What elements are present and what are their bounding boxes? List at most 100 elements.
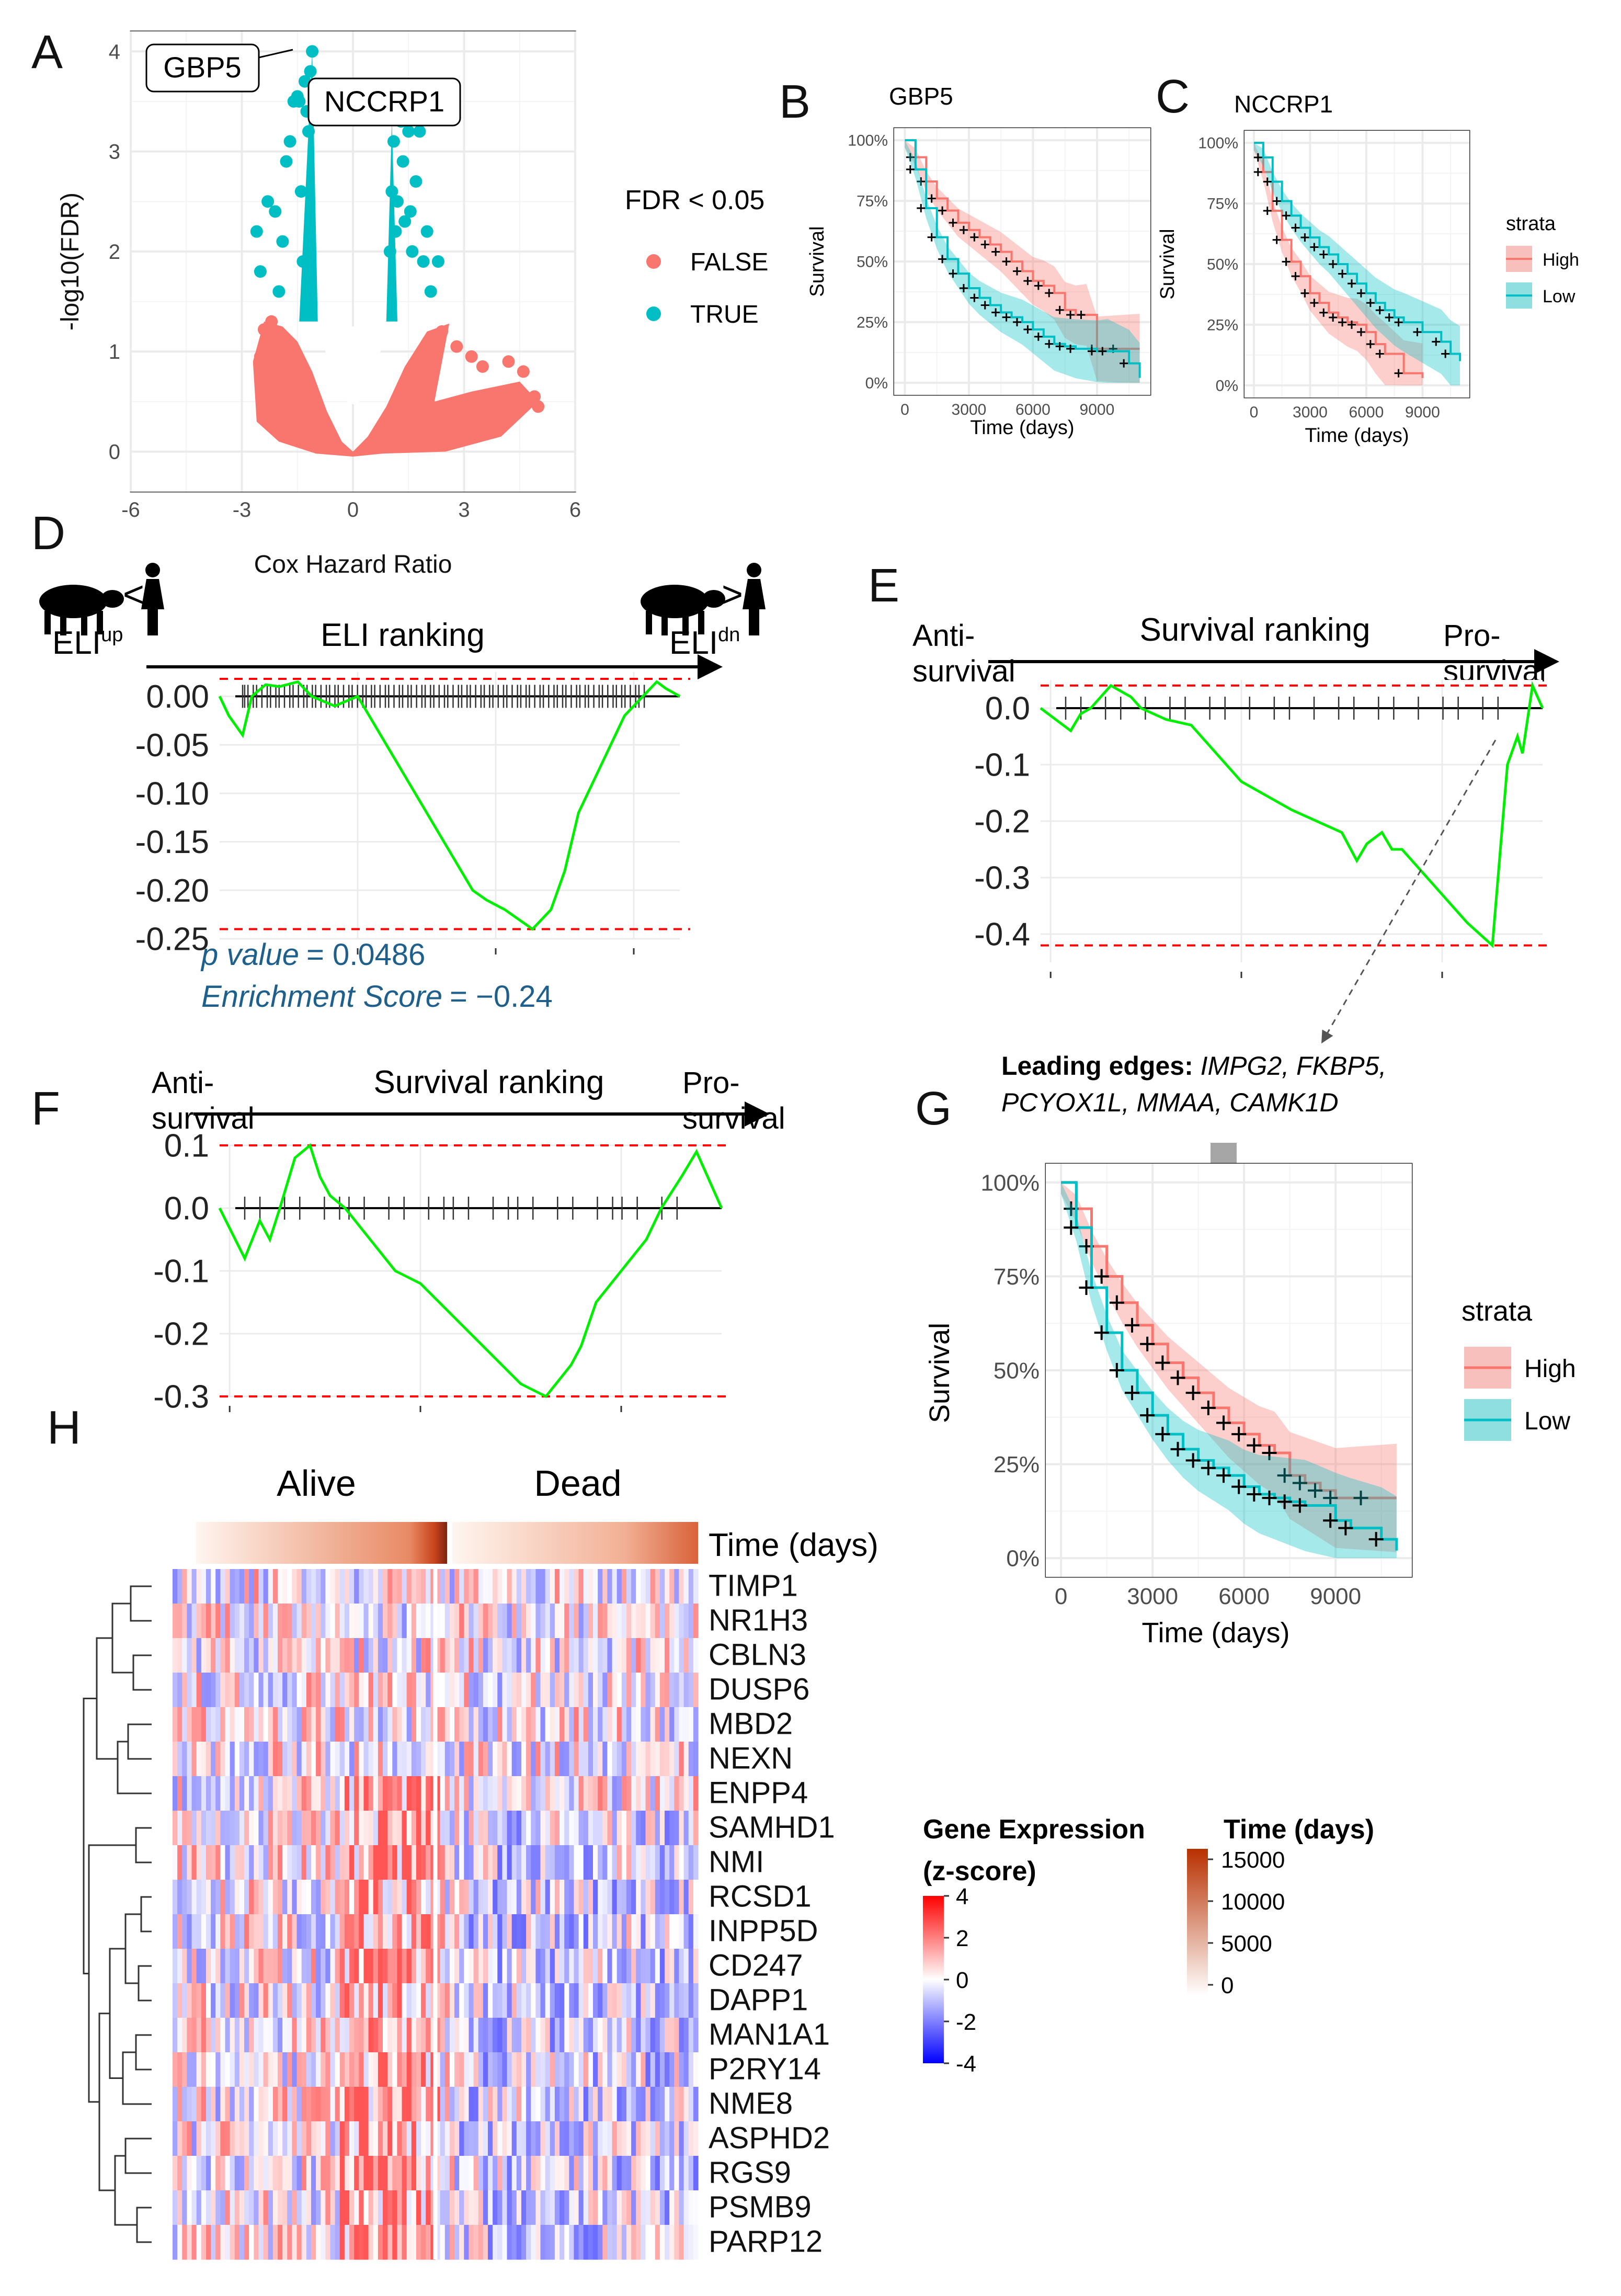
heatmap-cell (254, 1707, 259, 1742)
heatmap-cell (311, 1707, 316, 1742)
heatmap-cell (272, 2018, 278, 2053)
heatmap-cell (182, 2156, 188, 2191)
heatmap-cell (554, 1707, 560, 1742)
h-time-bar-alive (196, 1522, 447, 1564)
panel-label-C: C (1156, 71, 1190, 123)
heatmap-cell (373, 1983, 379, 2018)
heatmap-cell (626, 2052, 632, 2087)
panel-label-F: F (31, 1083, 60, 1135)
heatmap-cell (430, 1742, 436, 1777)
heatmap-cell (507, 1604, 512, 1639)
heatmap-cell (674, 2087, 680, 2122)
heatmap-cell (593, 1776, 598, 1811)
km-censor-mark (1375, 306, 1384, 315)
heatmap-cell (173, 1880, 178, 1915)
heatmap-cell (550, 1604, 555, 1639)
heatmap-cell (325, 1638, 331, 1673)
heatmap-cell (339, 2121, 345, 2156)
heatmap-cell (631, 1880, 636, 1915)
heatmap-cell (430, 1880, 436, 1915)
heatmap-cell (612, 1742, 618, 1777)
heatmap-cell (449, 1880, 455, 1915)
heatmap-cell (335, 2121, 340, 2156)
heatmap-cell (296, 1776, 302, 1811)
heatmap-cell (215, 1638, 221, 1673)
heatmap-cell (292, 1880, 298, 1915)
heatmap-cell (230, 2121, 235, 2156)
heatmap-cell (368, 1569, 374, 1604)
heatmap-cell (636, 2156, 641, 2191)
heatmap-cell (607, 1673, 613, 1708)
heatmap-cell (655, 2190, 660, 2225)
heatmap-cell (363, 1949, 369, 1984)
heatmap-cell (383, 1707, 388, 1742)
heatmap-cell (254, 1914, 259, 1949)
heatmap-cell (650, 1983, 656, 2018)
false-point (517, 365, 530, 378)
nccrp1-label: NCCRP1 (324, 85, 444, 118)
heatmap-cell (402, 1638, 407, 1673)
heatmap-cell (383, 1949, 388, 1984)
g-legend-low: Low (1524, 1407, 1570, 1435)
heatmap-cell (344, 2018, 350, 2053)
heatmap-cell (301, 1673, 307, 1708)
heatmap-cell (234, 1811, 240, 1846)
heatmap-cell (387, 2052, 393, 2087)
heatmap-cell (478, 1983, 484, 2018)
heatmap-cell (469, 1845, 474, 1880)
heatmap-cell (387, 2190, 393, 2225)
heatmap-cell (330, 1673, 336, 1708)
heatmap-cell (598, 1569, 603, 1604)
heatmap-cell (645, 1638, 651, 1673)
heatmap-cell (258, 2018, 264, 2053)
heatmap-cell (617, 1880, 622, 1915)
heatmap-cell (359, 2018, 364, 2053)
heatmap-cell (402, 1914, 407, 1949)
heatmap-cell (335, 2156, 340, 2191)
heatmap-cell (272, 1811, 278, 1846)
heatmap-cell (531, 1742, 536, 1777)
heatmap-cell (626, 1914, 632, 1949)
heatmap-cell (426, 1673, 431, 1708)
heatmap-cell (507, 2190, 512, 2225)
heatmap-cell (444, 2225, 450, 2260)
heatmap-cell (435, 1914, 441, 1949)
heatmap-cell (679, 1776, 684, 1811)
heatmap-cell (330, 1638, 336, 1673)
heatmap-cell (478, 1638, 484, 1673)
heatmap-cell (206, 1776, 211, 1811)
heatmap-cell (454, 1707, 460, 1742)
heatmap-cell (617, 1776, 622, 1811)
km-censor-mark (949, 218, 957, 227)
h-group-alive: Alive (277, 1463, 356, 1504)
heatmap-cell (234, 1638, 240, 1673)
heatmap-cell (239, 1983, 245, 2018)
heatmap-cell (578, 2018, 584, 2053)
heatmap-cell (254, 1845, 259, 1880)
heatmap-cell (196, 1742, 202, 1777)
heatmap-cell (464, 1776, 470, 1811)
heatmap-cell (191, 1707, 197, 1742)
heatmap-cell (488, 2052, 493, 2087)
heatmap-cell (588, 2087, 593, 2122)
heatmap-cell (173, 2190, 178, 2225)
true-point (391, 195, 404, 208)
heatmap-cell (296, 2190, 302, 2225)
heatmap-cell (230, 1569, 235, 1604)
heatmap-cell (679, 1569, 684, 1604)
km-line-low (1253, 142, 1462, 361)
h-expr-legend-sub: (z-score) (923, 1856, 1036, 1886)
heatmap-cell (574, 2052, 579, 2087)
heatmap-cell (612, 1673, 618, 1708)
heatmap-cell (493, 1604, 498, 1639)
true-point (383, 245, 396, 258)
heatmap-cell (516, 1983, 522, 2018)
km-censor-mark (1375, 349, 1384, 358)
heatmap-cell (191, 1569, 197, 1604)
expr-legend-label: -2 (956, 2009, 976, 2035)
true-point (276, 235, 289, 248)
heatmap-cell (459, 1638, 464, 1673)
expr-legend-label: 2 (956, 1926, 968, 1951)
heatmap-cell (392, 2156, 398, 2191)
heatmap-cell (211, 2190, 216, 2225)
